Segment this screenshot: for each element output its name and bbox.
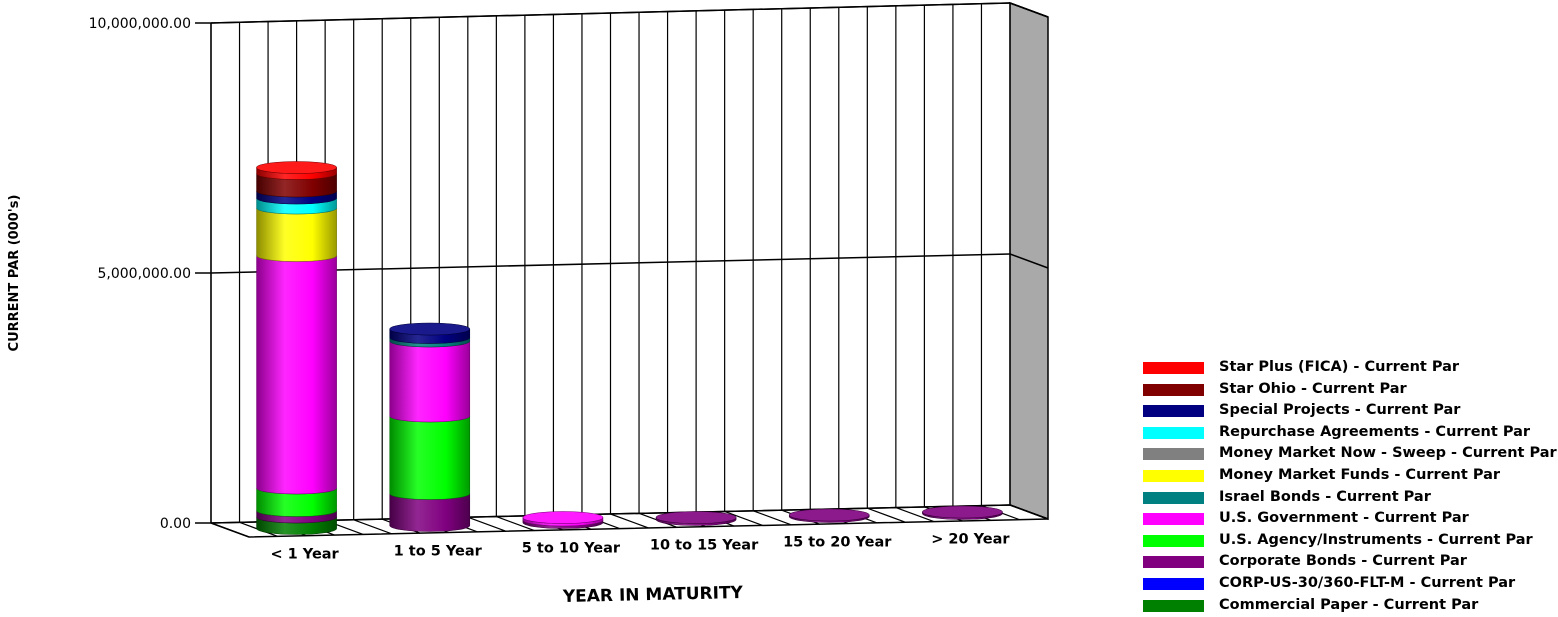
y-tick-label: 5,000,000.00 — [97, 266, 191, 282]
legend-swatch — [1143, 448, 1204, 461]
wall-top-edge — [210, 2, 1011, 24]
side-gridline — [1009, 504, 1049, 520]
floor-gridline — [467, 516, 507, 532]
x-tick-label: 5 to 10 Year — [522, 541, 621, 557]
legend-swatch — [1143, 469, 1204, 482]
legend-swatch — [1143, 599, 1204, 612]
gridline-horizontal — [210, 253, 1011, 274]
x-tick-label: < 1 Year — [270, 547, 339, 563]
legend-swatch — [1143, 491, 1204, 504]
bar-top-cap — [522, 511, 604, 524]
legend-swatch — [1143, 513, 1204, 526]
gridline-horizontal — [210, 504, 1011, 524]
legend-label: Corporate Bonds - Current Par — [1219, 553, 1467, 570]
bar-stack — [922, 505, 1003, 520]
y-tick-label: 10,000,000.00 — [89, 16, 191, 32]
legend-label: Star Plus (FICA) - Current Par — [1219, 359, 1460, 375]
bar-top-cap — [655, 511, 737, 524]
bar-stack — [655, 511, 737, 526]
legend-swatch — [1143, 534, 1204, 547]
floor-gridline — [752, 510, 792, 526]
legend-label: Israel Bonds - Current Par — [1219, 488, 1431, 505]
y-axis-title: CURRENT PAR (000's) — [7, 195, 22, 352]
bar-segment — [256, 255, 337, 495]
floor-gridline — [353, 519, 392, 535]
bar-segment — [389, 340, 471, 423]
legend-label: Money Market Funds - Current Par — [1219, 466, 1501, 483]
legend-label: Money Market Now - Sweep - Current Par — [1219, 445, 1557, 462]
floor-gridline — [610, 513, 649, 529]
legend-swatch — [1143, 577, 1204, 590]
side-gridline — [1009, 253, 1049, 269]
side-top-edge — [1009, 2, 1049, 18]
legend-swatch — [1143, 426, 1204, 439]
x-tick-label: > 20 Year — [931, 532, 1010, 548]
legend-swatch — [1143, 556, 1204, 569]
legend-label: Commercial Paper - Current Par — [1219, 596, 1479, 613]
legend-swatch — [1143, 362, 1204, 374]
legend-label: Special Projects - Current Par — [1219, 402, 1461, 419]
legend-label: U.S. Agency/Instruments - Current Par — [1219, 531, 1533, 548]
bar-stack — [522, 511, 604, 529]
x-tick-label: 1 to 5 Year — [394, 544, 483, 560]
legend-label: Star Ohio - Current Par — [1219, 380, 1407, 397]
legend-swatch — [1143, 383, 1204, 396]
legend-label: U.S. Government - Current Par — [1219, 510, 1469, 527]
x-tick-label: 15 to 20 Year — [783, 535, 892, 551]
plot-area: 0.00 5,000,000.00 10,000,000.00 < 1 Year 1 t… — [7, 1, 1049, 607]
legend-label: CORP-US-30/360-FLT-M - Current Par — [1219, 574, 1516, 591]
y-tick-label: 0.00 — [160, 516, 191, 532]
bar-top-cap — [389, 322, 471, 336]
bar-stack — [389, 322, 471, 532]
legend-swatch — [1143, 405, 1204, 418]
bar-stack — [256, 161, 337, 535]
floor-gridline — [210, 522, 250, 538]
bar-segment — [389, 415, 471, 500]
floor-gridline — [867, 507, 906, 523]
bar-top-cap — [922, 505, 1003, 519]
floor-gridline — [895, 507, 935, 523]
floor-gridline — [496, 516, 535, 532]
x-axis-title: YEAR IN MATURITY — [562, 583, 744, 607]
bar-stack — [788, 508, 870, 523]
x-tick-label: 10 to 15 Year — [650, 538, 759, 554]
bar-top-cap — [788, 508, 870, 522]
floor-gridline — [724, 510, 763, 526]
legend-label: Repurchase Agreements - Current Par — [1219, 423, 1531, 440]
bar-segment — [256, 207, 337, 262]
bar-top-cap — [256, 161, 337, 174]
